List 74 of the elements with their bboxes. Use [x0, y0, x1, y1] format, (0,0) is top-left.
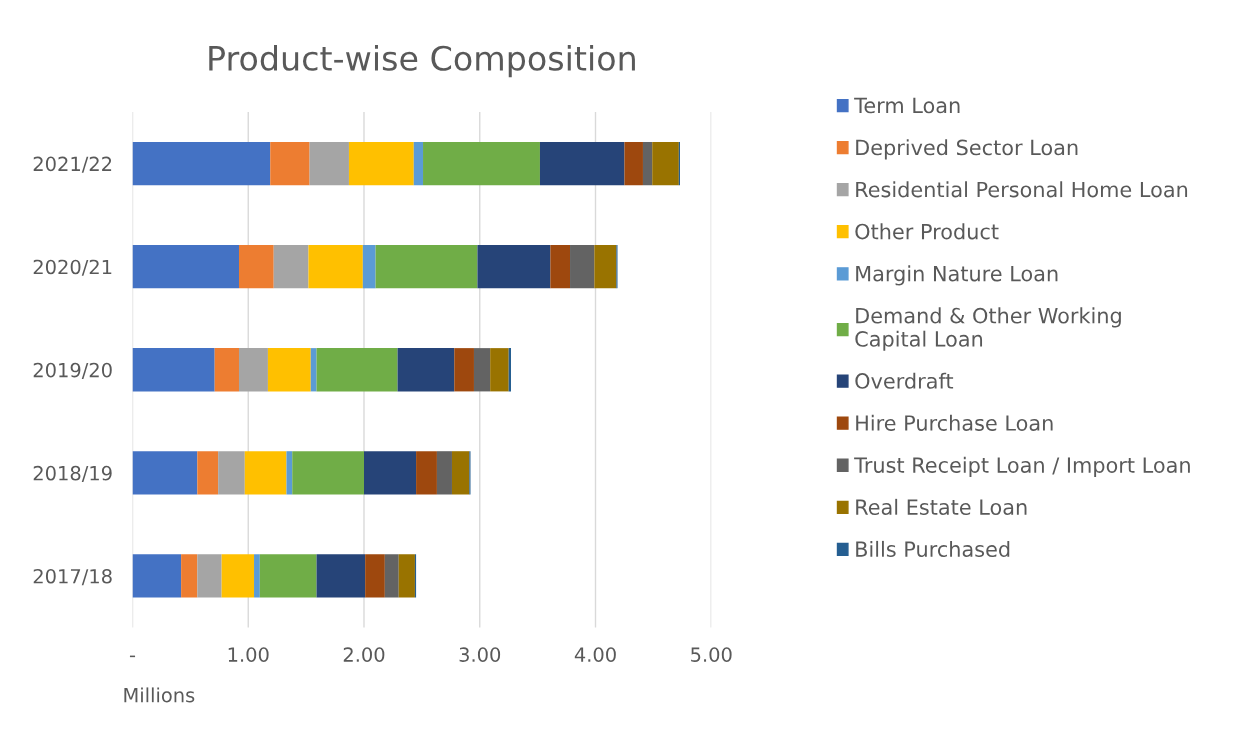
bar: [218, 451, 245, 495]
x-axis-title: Millions: [124, 687, 195, 703]
bar: [413, 141, 424, 186]
bar: [451, 451, 470, 495]
legend-label: Hire Purchase Loan: [856, 414, 1053, 431]
bar: [259, 554, 317, 598]
legend-label: Margin Nature Loan: [856, 265, 1058, 286]
bar: [423, 141, 540, 186]
x-tick-label: 1.00: [228, 647, 269, 662]
bar: [570, 245, 595, 289]
legend-label: Demand & Other Working Capital Loan: [855, 307, 1121, 351]
bar: [132, 348, 215, 392]
legend-label: Other Product: [855, 223, 999, 240]
bar: [270, 141, 310, 186]
bar: [477, 245, 551, 289]
bar: [362, 245, 376, 289]
bar: [594, 245, 617, 289]
bar: [652, 141, 679, 186]
bar: [384, 554, 399, 598]
bar: [364, 451, 417, 495]
bar: [316, 348, 398, 392]
x-tick-label: 3.00: [459, 647, 501, 662]
bar: [292, 451, 364, 495]
bar: [267, 348, 311, 392]
bar: [365, 554, 385, 598]
x-tick-label: 4.00: [574, 647, 616, 662]
bar: [348, 141, 414, 186]
x-tick-label: 2.00: [343, 647, 385, 662]
bar: [197, 554, 222, 598]
bar: [308, 245, 363, 289]
legend-label: Deprived Sector Loan: [856, 139, 1078, 160]
bar: [254, 554, 260, 598]
bar: [132, 141, 271, 186]
bar: [132, 245, 239, 289]
legend-label: Bills Purchased: [856, 540, 1010, 558]
bar: [624, 141, 643, 186]
bar: [286, 451, 293, 495]
y-tick-label: 2017/18: [33, 568, 112, 586]
bar: [416, 451, 437, 495]
legend-label: Trust Receipt Loan / Import Loan: [854, 456, 1190, 477]
bar: [273, 245, 309, 289]
bar: [398, 554, 415, 598]
bar: [550, 245, 571, 289]
bar: [642, 141, 653, 186]
bar: [375, 245, 478, 289]
bar: [244, 451, 287, 495]
bar: [454, 348, 474, 392]
bar: [214, 348, 239, 392]
y-tick-label: 2018/19: [33, 465, 112, 483]
bar: [310, 348, 317, 392]
x-tick-label: -: [129, 655, 136, 658]
bar: [238, 245, 274, 289]
bar: [436, 451, 452, 495]
bar: [238, 348, 268, 392]
bar: [539, 141, 625, 186]
bar: [490, 348, 509, 392]
legend-label: Residential Personal Home Loan: [856, 181, 1188, 198]
legend-label: Real Estate Loan: [856, 498, 1027, 515]
y-tick-label: 2019/20: [33, 362, 112, 379]
chart-title: Product-wise Composition: [209, 45, 635, 78]
bar: [181, 554, 198, 598]
y-tick-label: 2021/22: [33, 156, 112, 173]
bar: [316, 554, 366, 598]
bar: [473, 348, 491, 392]
legend-label: Overdraft: [855, 372, 954, 389]
x-tick-label: 5.00: [691, 647, 732, 662]
bar: [197, 451, 219, 495]
bar: [132, 451, 198, 495]
bar: [221, 554, 255, 598]
bar: [132, 554, 182, 598]
y-tick-label: 2020/21: [33, 259, 112, 276]
bar: [309, 141, 349, 186]
bar: [397, 348, 455, 392]
legend-label: Term Loan: [854, 97, 960, 114]
